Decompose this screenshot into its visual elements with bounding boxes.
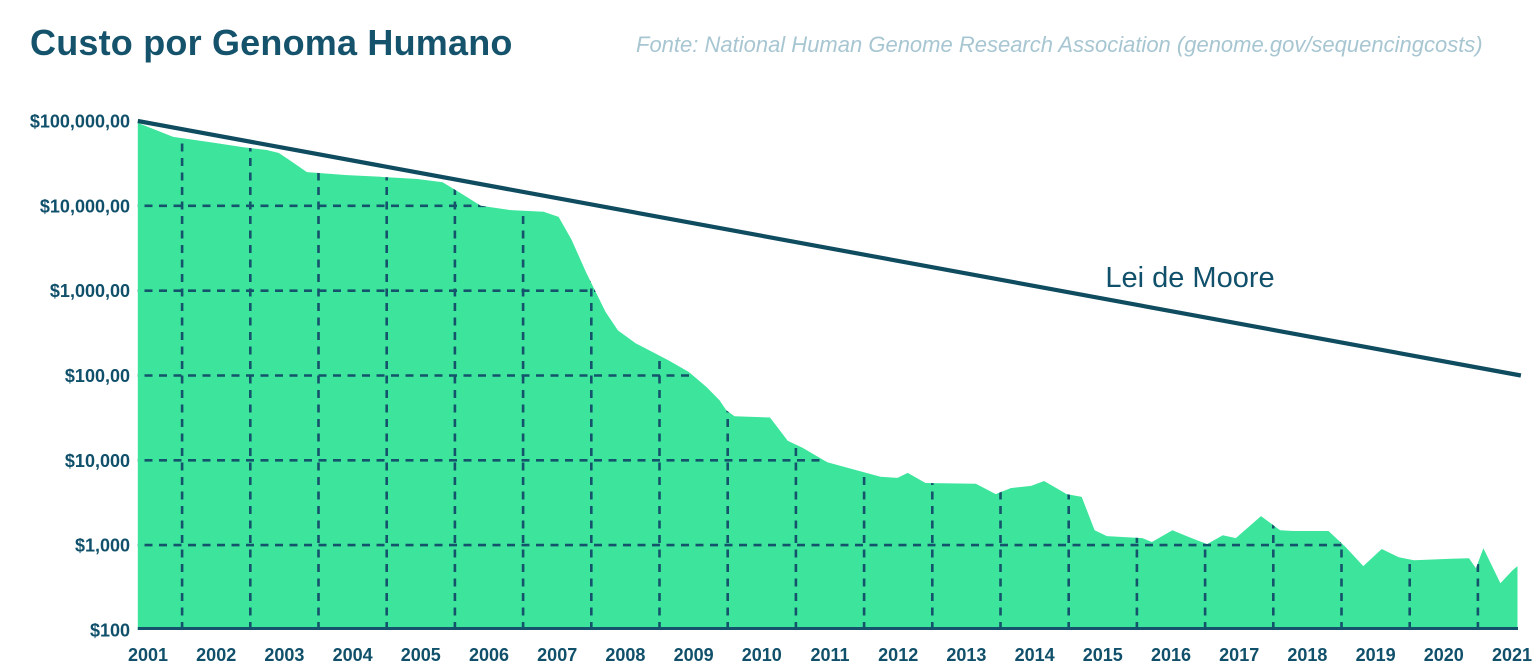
x-tick-label: 2008 [605, 645, 645, 665]
x-tick-label: 2005 [401, 645, 441, 665]
y-tick-label: $1,000 [75, 536, 130, 556]
x-tick-label: 2009 [674, 645, 714, 665]
y-tick-label: $10,000 [65, 451, 130, 471]
x-tick-label: 2014 [1015, 645, 1055, 665]
cost-per-genome-area [137, 122, 1518, 631]
x-tick-label: 2021 [1492, 645, 1532, 665]
x-tick-label: 2015 [1083, 645, 1123, 665]
x-tick-label: 2002 [196, 645, 236, 665]
moore-law-line [137, 118, 1522, 378]
y-tick-label: $100,00 [65, 366, 130, 386]
x-tick-label: 2018 [1287, 645, 1327, 665]
source-note: Fonte: National Human Genome Research As… [636, 32, 1483, 57]
x-tick-label: 2016 [1151, 645, 1191, 665]
chart-plot-area: $100,000,00 $10,000,00 $1,000,00 $100,00 $10… [30, 112, 1532, 666]
x-tick-label: 2001 [128, 645, 168, 665]
x-tick-label: 2012 [878, 645, 918, 665]
x-tick-label: 2011 [810, 645, 849, 665]
x-tick-label: 2019 [1356, 645, 1396, 665]
x-tick-label: 2006 [469, 645, 509, 665]
x-tick-label: 2007 [537, 645, 577, 665]
x-tick-label: 2017 [1219, 645, 1259, 665]
page-title: Custo por Genoma Humano [30, 22, 513, 63]
moore-law-label: Lei de Moore [1105, 262, 1274, 294]
x-tick-label: 2004 [333, 645, 373, 665]
x-tick-label: 2020 [1424, 645, 1464, 665]
y-tick-label: $100,000,00 [30, 112, 130, 132]
y-tick-label: $100 [90, 621, 130, 641]
x-tick-label: 2010 [742, 645, 782, 665]
y-tick-label: $1,000,00 [50, 281, 130, 301]
y-tick-label: $10,000,00 [40, 196, 130, 216]
x-tick-label: 2003 [264, 645, 304, 665]
x-tick-label: 2013 [946, 645, 986, 665]
